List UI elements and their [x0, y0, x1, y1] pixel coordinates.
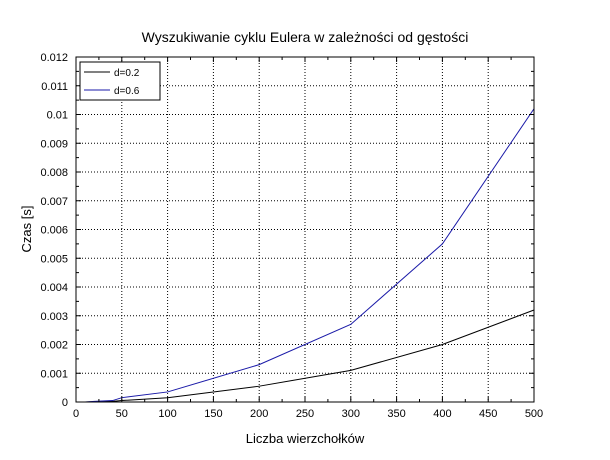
legend-label: d=0.2 [114, 68, 140, 79]
x-tick-label: 450 [479, 408, 497, 420]
legend-box [79, 61, 161, 101]
x-tick-label: 500 [525, 408, 543, 420]
y-tick-label: 0.011 [41, 81, 68, 93]
legend-label: d=0.6 [114, 86, 140, 97]
y-tick-label: 0.005 [40, 253, 68, 265]
x-tick-label: 100 [158, 408, 176, 420]
series-line-d-0-6 [85, 108, 535, 403]
x-tick-label: 150 [204, 408, 222, 420]
y-axis-title: Czas [s] [19, 206, 34, 253]
x-tick-label: 300 [342, 408, 360, 420]
x-axis-title: Liczba wierzchołków [246, 431, 365, 446]
grid [76, 57, 534, 402]
x-tick-label: 400 [433, 408, 451, 420]
y-tick-label: 0.007 [40, 196, 68, 208]
y-tick-label: 0.009 [40, 138, 68, 150]
chart-title: Wyszukiwanie cyklu Eulera w zależności o… [142, 29, 469, 45]
y-tick-label: 0.012 [40, 52, 68, 64]
x-tick-label: 350 [387, 408, 405, 420]
ticks [75, 56, 535, 403]
y-tick-label: 0.003 [40, 311, 68, 323]
legend: d=0.2 d=0.6 [79, 61, 161, 101]
y-tick-label: 0.004 [40, 282, 68, 294]
x-tick-label: 200 [250, 408, 268, 420]
series-layer [85, 108, 535, 403]
series-line-d-0-2 [85, 309, 535, 403]
y-tick-label: 0.008 [40, 167, 68, 179]
x-tick-label: 50 [116, 408, 128, 420]
y-tick-label: 0 [62, 397, 68, 409]
y-tick-label: 0.001 [40, 368, 68, 380]
y-tick-label: 0.006 [40, 225, 68, 237]
tick-labels: 0 50 100 150 200 250 300 350 400 450 500 0 0.001 0.00… [40, 52, 543, 420]
x-tick-label: 0 [73, 408, 79, 420]
y-tick-label: 0.002 [40, 340, 68, 352]
x-tick-label: 250 [296, 408, 314, 420]
y-tick-label: 0.01 [47, 110, 68, 122]
